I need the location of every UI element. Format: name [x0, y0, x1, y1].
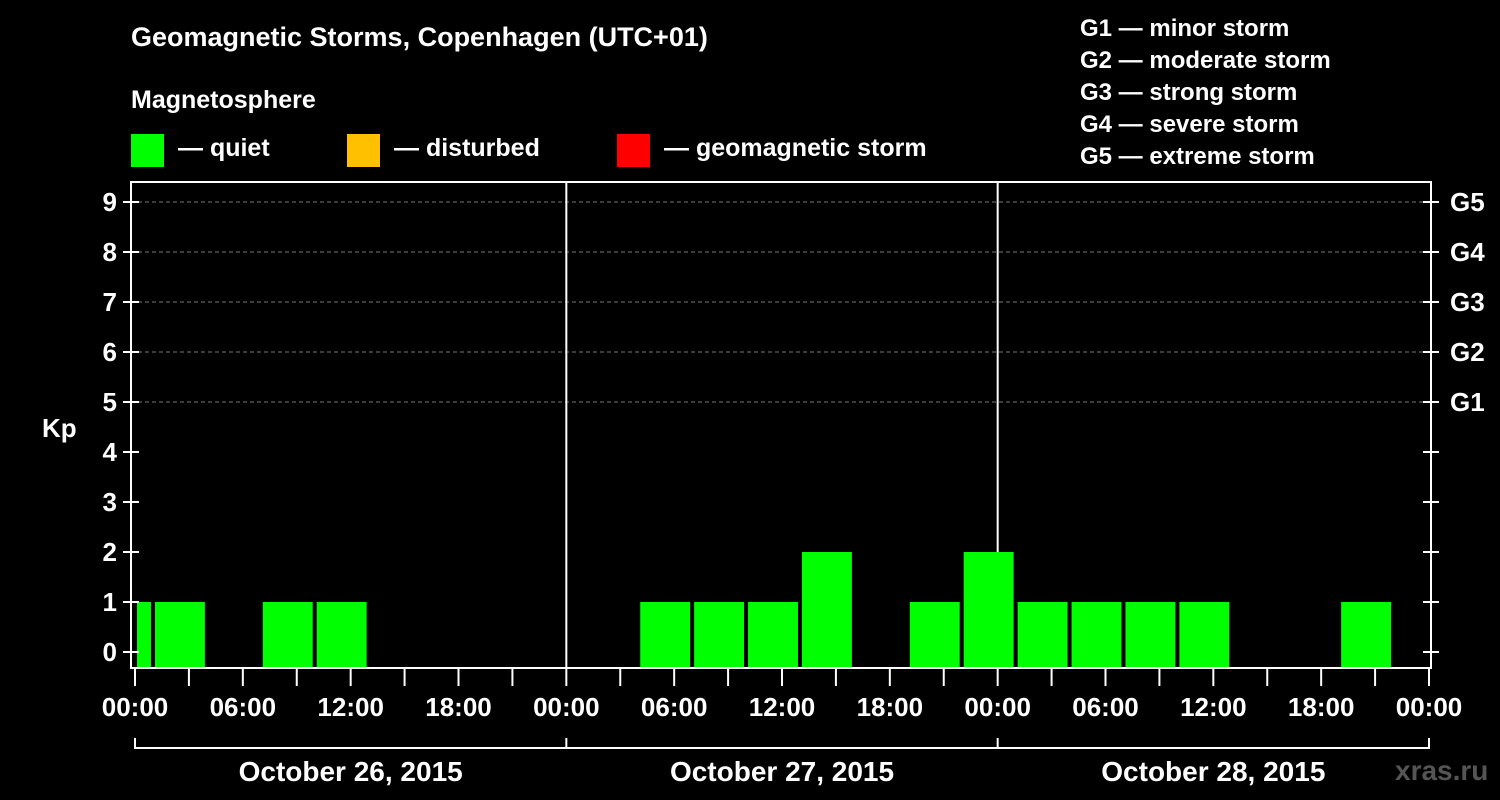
- right-axis-label: G5: [1450, 187, 1485, 217]
- right-axis-label: G1: [1450, 387, 1485, 417]
- kp-bar: [1071, 602, 1122, 668]
- magnetosphere-legend-title: Magnetosphere: [131, 86, 316, 114]
- kp-bar: [1017, 602, 1068, 668]
- y-tick-label: 7: [103, 287, 117, 317]
- kp-bar: [1341, 602, 1392, 668]
- legend-label-quiet: — quiet: [178, 134, 270, 162]
- right-axis-label: G3: [1450, 287, 1485, 317]
- y-tick-label: 2: [103, 537, 117, 567]
- x-tick-label: 06:00: [210, 692, 277, 722]
- kp-bar: [909, 602, 960, 668]
- x-tick-label: 12:00: [1180, 692, 1247, 722]
- right-axis-label: G2: [1450, 337, 1485, 367]
- legend-label-disturbed: — disturbed: [394, 134, 540, 162]
- kp-bar: [963, 552, 1014, 668]
- legend-swatch-storm: [617, 134, 650, 167]
- x-tick-label: 00:00: [102, 692, 169, 722]
- x-tick-label: 00:00: [1396, 692, 1463, 722]
- legend-swatch-disturbed: [347, 134, 380, 167]
- y-tick-label: 6: [103, 337, 117, 367]
- right-axis-label: G4: [1450, 237, 1485, 267]
- chart-title: Geomagnetic Storms, Copenhagen (UTC+01): [131, 22, 708, 52]
- kp-bar: [1179, 602, 1230, 668]
- kp-bar: [640, 602, 691, 668]
- storm-level-g5: G5 — extreme storm: [1080, 143, 1315, 170]
- y-axis-title: Kp: [42, 413, 77, 443]
- x-tick-label: 00:00: [964, 692, 1031, 722]
- x-tick-label: 18:00: [1288, 692, 1355, 722]
- y-tick-label: 3: [103, 487, 117, 517]
- legend-label-storm: — geomagnetic storm: [664, 134, 927, 162]
- day-label: October 28, 2015: [1101, 756, 1325, 787]
- y-tick-label: 5: [103, 387, 117, 417]
- kp-bar: [801, 552, 852, 668]
- x-tick-label: 18:00: [425, 692, 492, 722]
- storm-level-g3: G3 — strong storm: [1080, 79, 1298, 106]
- kp-bar: [1125, 602, 1176, 668]
- y-tick-label: 0: [103, 637, 117, 667]
- kp-bar: [137, 602, 151, 668]
- x-tick-label: 00:00: [533, 692, 600, 722]
- y-tick-label: 8: [103, 237, 117, 267]
- x-tick-label: 06:00: [641, 692, 708, 722]
- kp-bar: [316, 602, 367, 668]
- plot-frame: [130, 181, 1432, 669]
- y-tick-label: 9: [103, 187, 117, 217]
- x-tick-label: 12:00: [317, 692, 384, 722]
- legend-swatch-quiet: [131, 134, 164, 167]
- watermark: xras.ru: [1395, 755, 1489, 786]
- y-tick-label: 1: [103, 587, 117, 617]
- day-label: October 26, 2015: [239, 756, 463, 787]
- storm-level-g4: G4 — severe storm: [1080, 111, 1299, 138]
- storm-level-g1: G1 — minor storm: [1080, 15, 1290, 42]
- x-tick-label: 06:00: [1072, 692, 1139, 722]
- x-tick-label: 12:00: [749, 692, 816, 722]
- x-tick-label: 18:00: [857, 692, 924, 722]
- storm-level-g2: G2 — moderate storm: [1080, 47, 1331, 74]
- y-tick-label: 4: [103, 437, 118, 467]
- kp-bar: [748, 602, 798, 668]
- kp-bar: [262, 602, 313, 668]
- kp-bar: [694, 602, 745, 668]
- day-label: October 27, 2015: [670, 756, 894, 787]
- kp-bar: [154, 602, 205, 668]
